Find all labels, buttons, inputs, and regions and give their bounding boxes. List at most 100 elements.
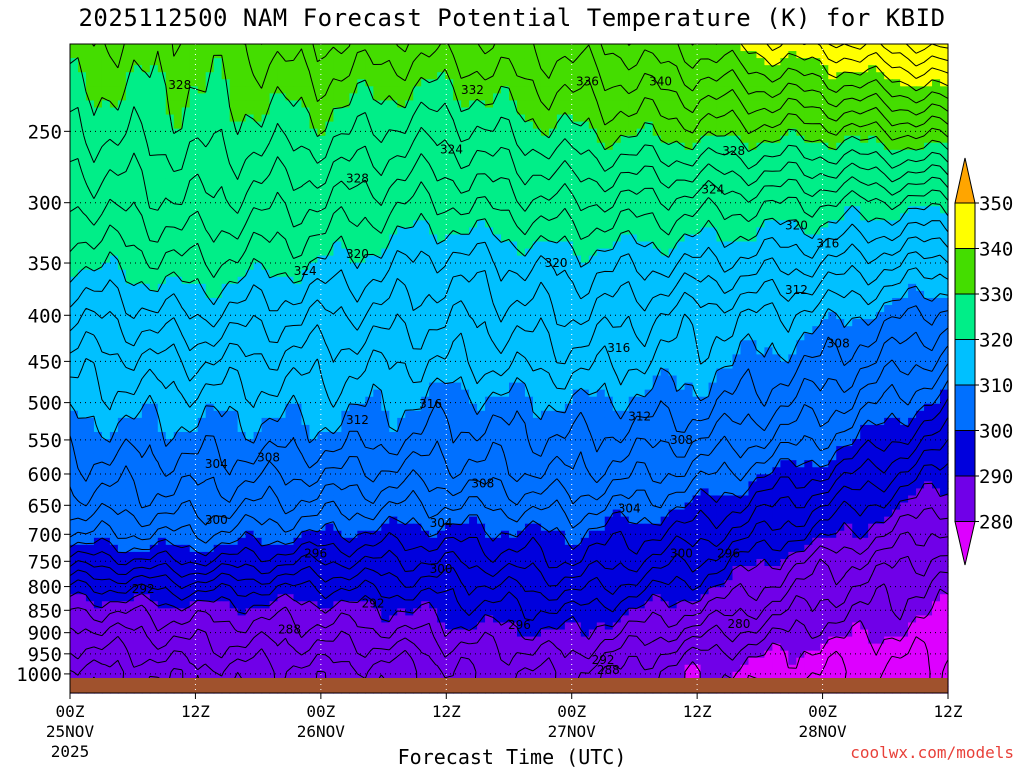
heat-cell [844,347,853,355]
heat-cell [317,248,327,257]
heat-cell [389,354,398,363]
heat-cell [636,213,646,221]
heat-cell [221,213,231,221]
heat-cell [389,107,398,116]
heat-cell [213,312,223,320]
heat-cell [796,86,805,94]
heat-cell [413,58,422,66]
heat-cell [708,241,718,250]
heat-cell [756,213,766,221]
heat-cell [516,51,526,59]
heat-cell [301,185,311,193]
heat-cell [317,297,327,306]
heat-cell [213,72,223,80]
heat-cell [620,347,630,355]
heat-cell [572,156,582,165]
heat-cell [572,51,582,59]
heat-cell [868,114,877,123]
heat-cell [740,128,750,137]
heat-cell [133,213,143,221]
heat-cell [524,262,534,271]
heat-cell [572,234,582,243]
heat-cell [820,156,829,165]
heat-cell [876,340,885,348]
heat-cell [469,283,478,292]
heat-cell [540,58,550,66]
heat-cell [277,333,287,341]
heat-cell [812,51,821,59]
heat-cell [261,276,271,285]
heat-cell [165,312,175,320]
heat-cell [461,340,470,348]
heat-cell [149,220,159,229]
heat-cell [205,178,215,186]
heat-cell [365,100,374,109]
heat-cell [285,333,295,341]
heat-cell [580,93,590,102]
heat-cell [748,114,758,123]
heat-cell [85,234,95,243]
heat-cell [804,170,813,179]
heat-cell [189,149,199,158]
heat-cell [197,234,207,243]
heat-cell [285,269,295,278]
heat-cell [652,44,662,52]
heat-cell [229,255,239,264]
heat-cell [820,72,829,80]
heat-cell [556,312,566,320]
heat-cell [453,206,462,214]
heat-cell [109,276,119,285]
heat-cell [125,44,135,52]
heat-cell [293,199,303,207]
heat-cell [924,142,933,151]
heat-cell [836,297,845,306]
heat-cell [516,58,526,66]
heat-cell [421,170,430,179]
heat-cell [708,178,718,186]
heat-cell [572,220,582,229]
heat-cell [501,93,510,102]
heat-cell [237,305,247,313]
heat-cell [493,142,502,151]
heat-cell [157,220,167,229]
heat-cell [325,149,334,158]
heat-cell [628,58,638,66]
heat-cell [341,149,350,158]
heat-cell [77,276,87,285]
heat-cell [445,156,454,165]
heat-cell [501,213,510,221]
heat-cell [213,333,223,341]
heat-cell [253,58,263,66]
heat-cell [604,319,614,327]
heat-cell [149,305,159,313]
heat-cell [70,255,79,264]
heat-cell [245,192,255,200]
heat-cell [788,44,797,52]
heat-cell [572,128,582,137]
heat-cell [684,354,694,363]
heat-cell [916,241,925,250]
heat-cell [812,156,821,165]
heat-cell [588,319,598,327]
heat-cell [373,269,382,278]
heat-cell [692,114,702,123]
heat-cell [70,65,79,73]
heat-cell [660,319,670,327]
heat-cell [804,234,813,243]
heat-cell [556,135,566,144]
heat-cell [740,220,750,229]
heat-cell [277,128,287,137]
heat-cell [381,255,390,264]
heat-cell [940,333,949,341]
heat-cell [469,206,478,214]
heat-cell [540,135,550,144]
heat-cell [485,290,494,299]
heat-cell [676,192,686,200]
heat-cell [796,65,805,73]
heat-cell [405,192,414,200]
heat-cell [588,213,598,221]
heat-cell [716,114,726,123]
heat-cell [836,79,845,87]
heat-cell [477,156,486,165]
heat-cell [700,58,710,66]
